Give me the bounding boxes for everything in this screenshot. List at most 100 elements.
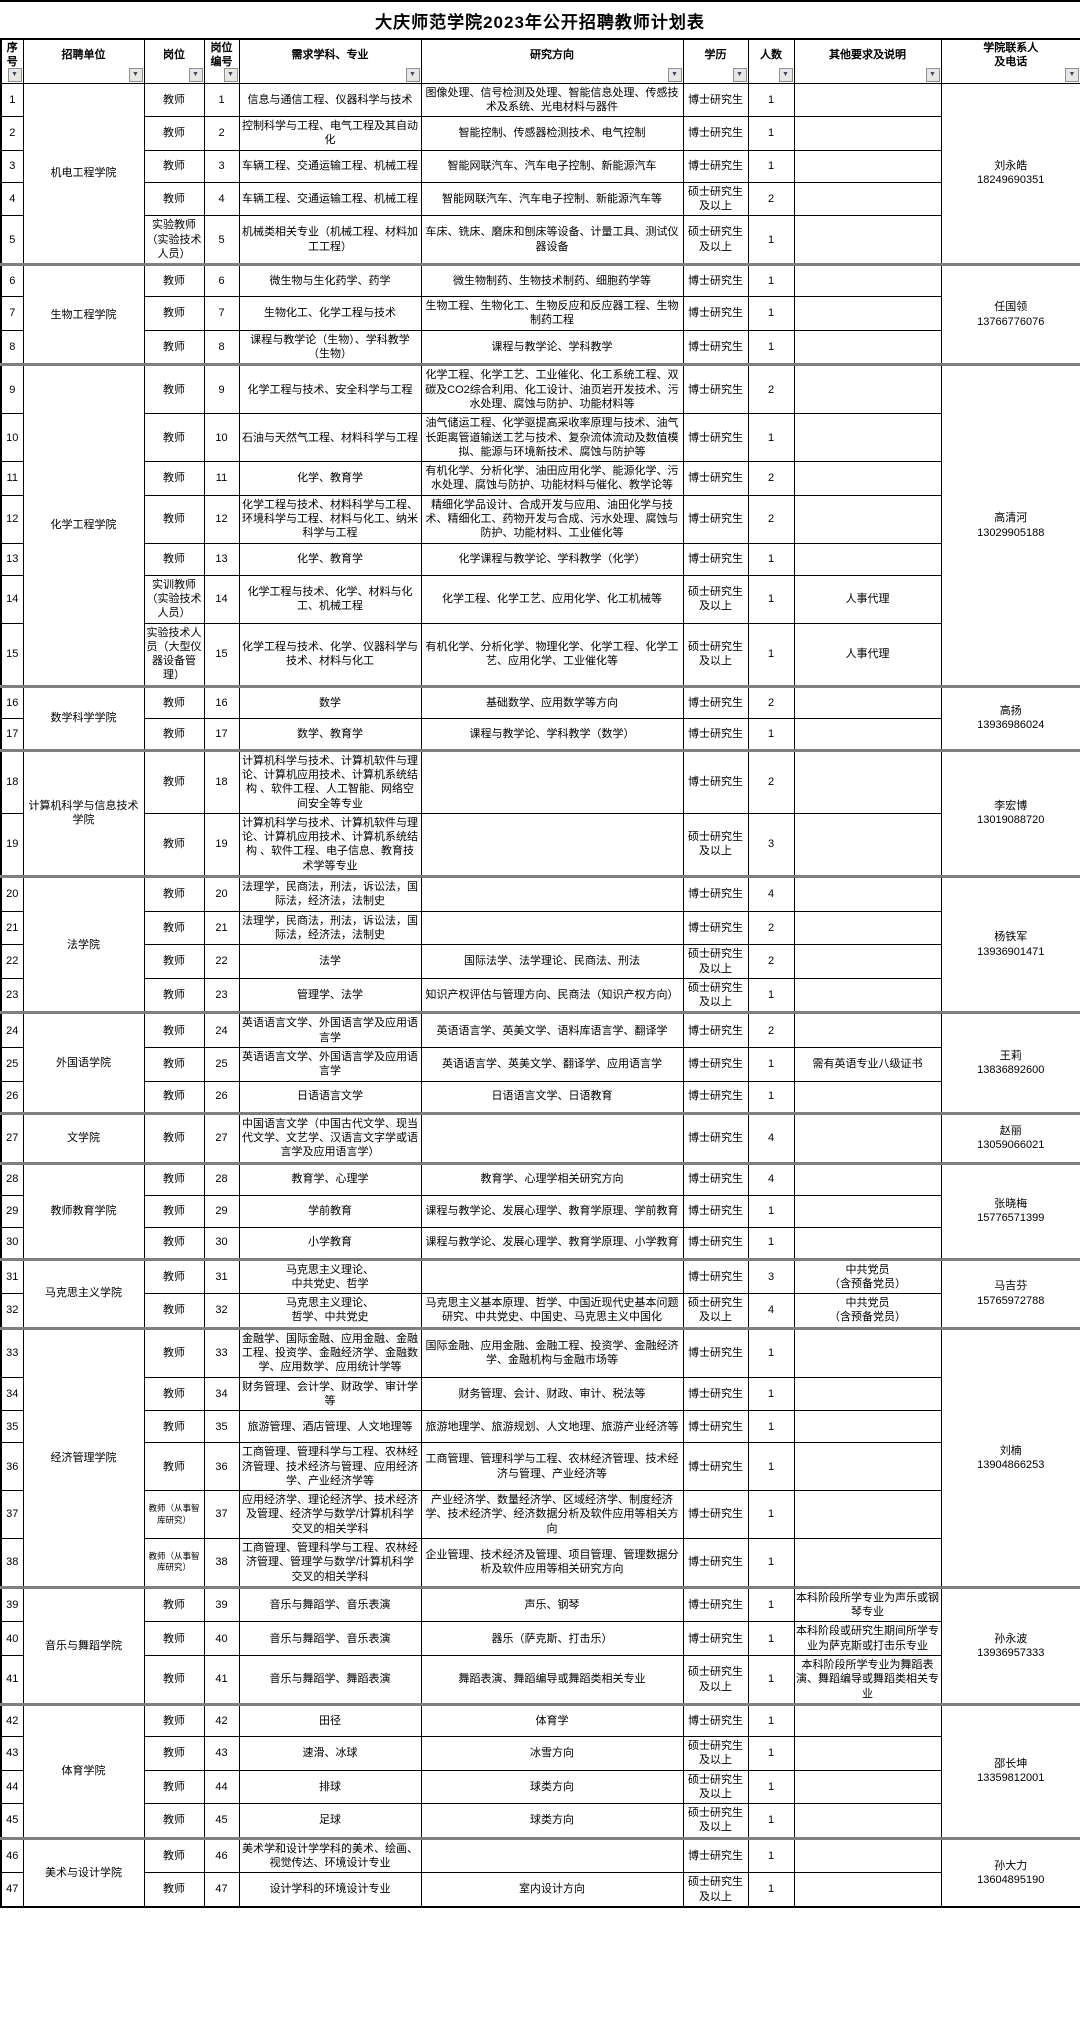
cell-count: 1 bbox=[747, 296, 795, 331]
contact-phone: 13936901471 bbox=[977, 945, 1045, 958]
cell-degree: 博士研究生 bbox=[682, 329, 749, 366]
table-row: 1 机电工程学院 教师 1 信息与通信工程、仪器科学与技术 图像处理、信号检测及处理、智能… bbox=[0, 82, 1080, 266]
header-label: 需求学科、专业 bbox=[291, 48, 369, 61]
cell-post: 教师 bbox=[143, 1836, 205, 1874]
page-title: 大庆师范学院2023年公开招聘教师计划表 bbox=[375, 13, 705, 32]
table-row: 11 教师 11 化学、教育学 有机化学、分析化学、油田应用化学、能源化学、污水处理、腐… bbox=[0, 461, 1080, 496]
cell-serial: 18 bbox=[0, 748, 24, 814]
cell-serial: 12 bbox=[0, 494, 24, 544]
cell-serial: 29 bbox=[0, 1194, 24, 1228]
header-no: 序号 ▼ bbox=[0, 38, 24, 84]
cell-contact: 马吉芬 15765972788 bbox=[940, 1257, 1080, 1329]
cell-serial: 22 bbox=[0, 944, 24, 979]
cell-other bbox=[793, 181, 942, 217]
cell-unit: 机电工程学院 bbox=[22, 82, 145, 266]
contact-phone: 13029905188 bbox=[977, 526, 1045, 539]
cell-post: 教师 bbox=[143, 1194, 205, 1228]
filter-dropdown-icon[interactable]: ▼ bbox=[1065, 67, 1079, 82]
cell-degree: 博士研究生 bbox=[682, 116, 749, 151]
cell-other bbox=[793, 875, 942, 912]
table-row: 40 教师 40 音乐与舞蹈学、音乐表演 器乐（萨克斯、打击乐） 博士研究生 1 本科阶段或研… bbox=[0, 1621, 1080, 1657]
cell-direction: 器乐（萨克斯、打击乐） bbox=[420, 1621, 684, 1657]
cell-post: 教师 bbox=[143, 1080, 205, 1114]
contact-name: 刘永皓 bbox=[994, 160, 1028, 173]
cell-major: 化学工程与技术、安全科学与工程 bbox=[238, 363, 422, 415]
cell-degree: 博士研究生 bbox=[682, 1111, 749, 1164]
filter-dropdown-icon[interactable]: ▼ bbox=[925, 67, 940, 82]
cell-major: 马克思主义理论、 中共党史、哲学 bbox=[238, 1257, 422, 1295]
cell-major: 音乐与舞蹈学、舞蹈表演 bbox=[238, 1655, 422, 1705]
cell-serial: 32 bbox=[0, 1293, 24, 1329]
cell-count: 1 bbox=[747, 1621, 795, 1657]
cell-direction: 马克思主义基本原理、哲学、中国近现代史基本问题研究、中共党史、中国史、马克思主义… bbox=[420, 1293, 684, 1329]
cell-other bbox=[793, 1080, 942, 1114]
cell-count: 1 bbox=[747, 1872, 795, 1908]
filter-dropdown-icon[interactable]: ▼ bbox=[128, 67, 143, 82]
cell-serial: 2 bbox=[0, 116, 24, 151]
cell-contact: 任国领 13766776076 bbox=[940, 263, 1080, 366]
cell-unit: 生物工程学院 bbox=[22, 263, 145, 366]
filter-dropdown-icon[interactable]: ▼ bbox=[732, 67, 747, 82]
header-label: 岗位编号 bbox=[210, 42, 233, 68]
cell-post: 教师 bbox=[143, 1621, 205, 1657]
table-row: 24 外国语学院 教师 24 英语语言文学、外国语言学及应用语言学 英语语言学、英美文学、… bbox=[0, 1011, 1080, 1114]
cell-count: 1 bbox=[747, 116, 795, 151]
cell-major: 计算机科学与技术、计算机软件与理论、计算机应用技术、计算机系统结构 、软件工程、… bbox=[238, 748, 422, 814]
cell-post: 教师 bbox=[143, 1111, 205, 1164]
cell-major: 小学教育 bbox=[238, 1226, 422, 1260]
cell-post-number: 40 bbox=[203, 1621, 240, 1657]
cell-direction: 声乐、钢琴 bbox=[420, 1585, 684, 1623]
cell-count: 1 bbox=[747, 717, 795, 751]
cell-direction: 体育学 bbox=[420, 1702, 684, 1737]
table-row: 29 教师 29 学前教育 课程与教学论、发展心理学、教育学原理、学前教育 博士研究生 1 bbox=[0, 1194, 1080, 1228]
cell-major: 法理学，民商法，刑法，诉讼法，国际法，经济法，法制史 bbox=[238, 910, 422, 946]
cell-serial: 21 bbox=[0, 910, 24, 946]
cell-post-number: 28 bbox=[203, 1161, 240, 1196]
cell-degree: 博士研究生 bbox=[682, 82, 749, 118]
cell-post: 教师 bbox=[143, 1803, 205, 1839]
cell-other bbox=[793, 494, 942, 544]
cell-other bbox=[793, 1803, 942, 1839]
cell-count: 1 bbox=[747, 1537, 795, 1588]
table-row: 21 教师 21 法理学，民商法，刑法，诉讼法，国际法，经济法，法制史 博士研究生 2 bbox=[0, 910, 1080, 946]
filter-dropdown-icon[interactable]: ▼ bbox=[188, 67, 203, 82]
filter-dropdown-icon[interactable]: ▼ bbox=[405, 67, 420, 82]
header-post_no: 岗位编号 ▼ bbox=[203, 38, 240, 84]
cell-major: 应用经济学、理论经济学、技术经济及管理、经济学与数学/计算机科学交叉的相关学科 bbox=[238, 1490, 422, 1539]
table-row: 36 教师 36 工商管理、管理科学与工程、农林经济管理、技术经济与管理、应用经济学、… bbox=[0, 1442, 1080, 1492]
cell-post: 教师 bbox=[143, 1655, 205, 1705]
cell-direction: 课程与教学论、学科教学 bbox=[420, 329, 684, 366]
cell-major: 学前教育 bbox=[238, 1194, 422, 1228]
cell-major: 车辆工程、交通运输工程、机械工程 bbox=[238, 181, 422, 217]
cell-unit: 美术与设计学院 bbox=[22, 1836, 145, 1908]
contact-phone: 15776571399 bbox=[977, 1212, 1045, 1225]
table-row: 14 实训教师（实验技术人员） 14 化学工程与技术、化学、材料与化工、机械工程 化学工… bbox=[0, 574, 1080, 624]
contact-name: 高扬 bbox=[999, 704, 1022, 717]
cell-contact: 杨铁军 13936901471 bbox=[940, 875, 1080, 1014]
cell-post: 教师 bbox=[143, 461, 205, 496]
cell-direction: 生物工程、生物化工、生物反应和反应器工程、生物制药工程 bbox=[420, 296, 684, 331]
cell-other bbox=[793, 1410, 942, 1444]
cell-serial: 39 bbox=[0, 1585, 24, 1623]
cell-direction: 球类方向 bbox=[420, 1803, 684, 1839]
cell-other: 中共党员 （含预备党员） bbox=[793, 1257, 942, 1295]
table-row: 46 美术与设计学院 教师 46 美术学和设计学学科的美术、绘画、视觉传达、环境设计专业… bbox=[0, 1836, 1080, 1908]
cell-other bbox=[793, 1376, 942, 1412]
contact-name: 邵长坤 bbox=[994, 1758, 1028, 1771]
filter-dropdown-icon[interactable]: ▼ bbox=[7, 67, 22, 82]
cell-direction: 产业经济学、数量经济学、区域经济学、制度经济学、技术经济学、经济数据分析及软件应… bbox=[420, 1490, 684, 1539]
cell-post: 教师（从事智库研究） bbox=[143, 1537, 205, 1588]
filter-dropdown-icon[interactable]: ▼ bbox=[667, 67, 682, 82]
filter-dropdown-icon[interactable]: ▼ bbox=[223, 67, 238, 82]
cell-other bbox=[793, 542, 942, 576]
contact-name: 杨铁军 bbox=[994, 931, 1028, 944]
cell-serial: 19 bbox=[0, 812, 24, 878]
cell-major: 英语语言文学、外国语言学及应用语言学 bbox=[238, 1047, 422, 1082]
cell-serial: 28 bbox=[0, 1161, 24, 1196]
cell-direction: 工商管理、管理科学与工程、农林经济管理、技术经济与管理、产业经济等 bbox=[420, 1442, 684, 1492]
cell-major: 机械类相关专业（机械工程、材料加工工程） bbox=[238, 215, 422, 266]
cell-serial: 30 bbox=[0, 1226, 24, 1260]
cell-degree: 硕士研究生及以上 bbox=[682, 574, 749, 624]
filter-dropdown-icon[interactable]: ▼ bbox=[778, 67, 793, 82]
cell-other bbox=[793, 1326, 942, 1378]
